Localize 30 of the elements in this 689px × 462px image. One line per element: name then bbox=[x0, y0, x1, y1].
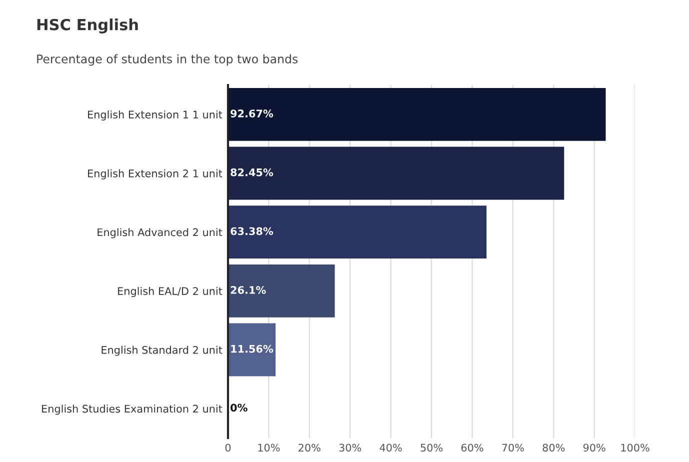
bar bbox=[228, 206, 487, 259]
y-tick-label: English Advanced 2 unit bbox=[98, 228, 222, 238]
bar bbox=[228, 146, 564, 200]
x-tick-label: 80% bbox=[542, 444, 565, 452]
bar bbox=[228, 264, 335, 318]
data-label: 11.56% bbox=[231, 344, 274, 353]
bar bbox=[228, 323, 276, 376]
x-tick-label: 60% bbox=[461, 444, 484, 452]
x-tick-label: 30% bbox=[339, 444, 362, 452]
x-tick-label: 100% bbox=[621, 444, 650, 452]
text: HSC English bbox=[37, 18, 138, 34]
x-tick-label: 70% bbox=[502, 444, 524, 452]
y-tick-label: English EAL/D 2 unit bbox=[118, 286, 222, 298]
y-tick-label: English Standard 2 unit bbox=[102, 346, 222, 356]
x-tick-label: 90% bbox=[583, 444, 606, 452]
x-tick-label: 40% bbox=[380, 444, 402, 452]
y-tick-label: English Extension 2 1 unit bbox=[88, 169, 222, 180]
data-label: 0% bbox=[230, 404, 248, 412]
x-tick-label: 10% bbox=[258, 444, 280, 452]
data-label: 82.45% bbox=[230, 168, 274, 176]
y-tick-label: English Extension 1 1 unit bbox=[88, 110, 222, 121]
data-label: 63.38% bbox=[230, 227, 274, 236]
x-tick-label: 50% bbox=[420, 444, 442, 452]
data-label: 92.67% bbox=[230, 110, 274, 118]
data-label: 26.1% bbox=[230, 286, 266, 294]
x-tick-label: 0 bbox=[225, 444, 231, 452]
y-tick-label: English Studies Examination 2 unit bbox=[42, 404, 222, 415]
chart-subtitle: Percentage of students in the top two bands bbox=[37, 54, 298, 66]
x-tick-label: 20% bbox=[298, 444, 320, 452]
bar bbox=[228, 88, 606, 141]
